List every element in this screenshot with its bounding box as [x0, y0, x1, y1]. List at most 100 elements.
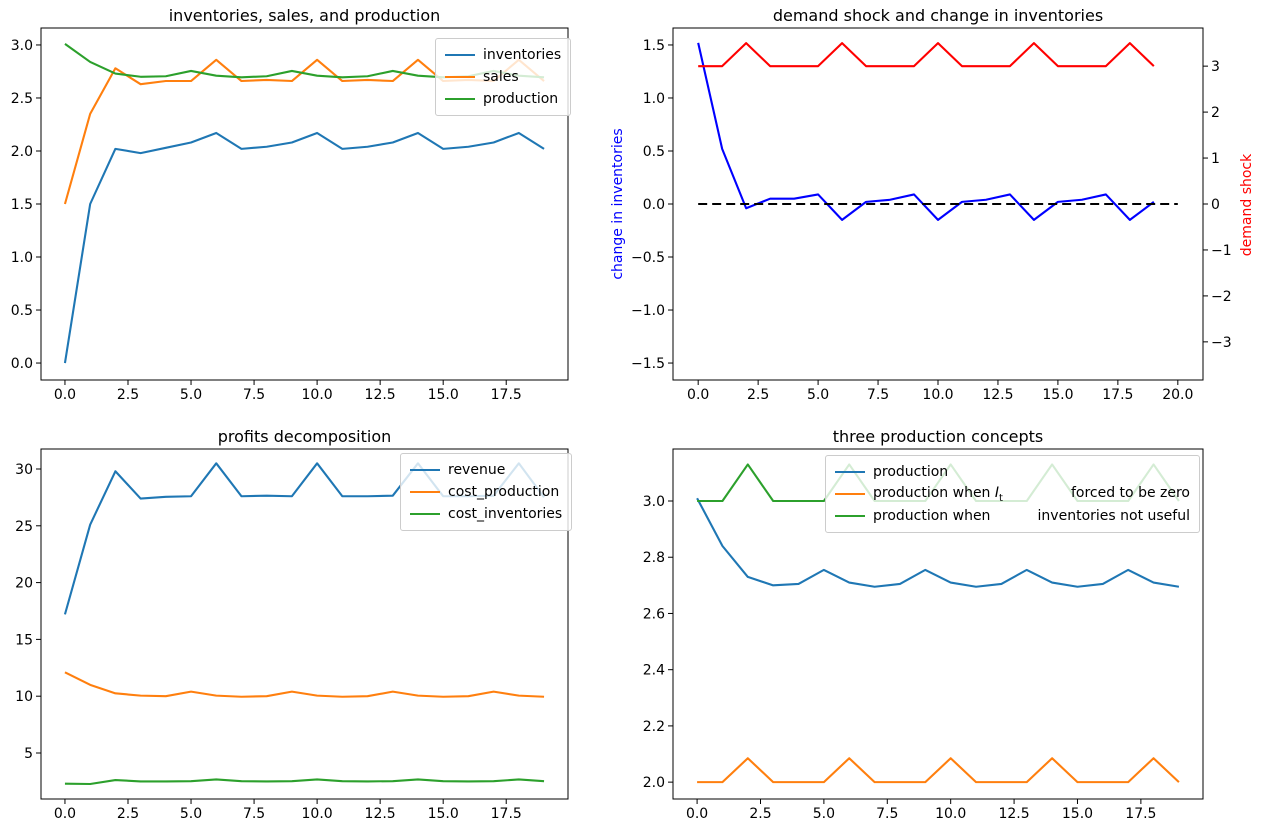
- legend-key-line: [445, 75, 475, 79]
- x-tick-label: 10.0: [302, 806, 333, 822]
- legend-label: revenue: [448, 462, 506, 478]
- legend-entry-production: production: [835, 462, 1190, 482]
- y-tick-label: 1.0: [11, 250, 33, 266]
- x-tick-label: 0.0: [686, 806, 708, 822]
- x-tick-label: 12.5: [998, 806, 1029, 822]
- series-group: [697, 42, 1178, 221]
- series-line-cost-inventories: [64, 778, 545, 786]
- legend-label: production when inventories not useful: [873, 508, 1190, 524]
- y-tick-label: −3: [1211, 335, 1232, 351]
- x-tick-label: 20.0: [1162, 387, 1193, 403]
- y-tick-label: 5: [24, 746, 33, 762]
- y-tick-label: 1.0: [643, 91, 665, 107]
- y-tick-label: 3.0: [643, 494, 665, 510]
- y-tick-label: 0.0: [643, 197, 665, 213]
- x-tick-label: 15.0: [428, 806, 459, 822]
- legend-entry-cost-production: cost_production: [410, 482, 562, 502]
- legend-label: production: [483, 91, 559, 107]
- x-tick-label: 7.5: [243, 806, 265, 822]
- y-tick-label: −1.0: [632, 303, 665, 319]
- y-tick-label: 0: [1211, 197, 1220, 213]
- legend-entry-cost-inventories: cost_inventories: [410, 504, 562, 524]
- legend-entry-inventories: inventories: [445, 45, 561, 65]
- y-tick-label: 2.0: [643, 775, 665, 791]
- y-tick-label: 3: [1211, 59, 1220, 75]
- series-line-production-when-i-t-forced-to-be-zero: [697, 757, 1180, 784]
- x-tick-label: 17.5: [491, 806, 522, 822]
- y-tick-label: 10: [15, 689, 33, 705]
- x-axis-ticks: 0.0 2.5 5.0 7.5 10.0 12.5 15.0 17.5: [54, 380, 522, 403]
- plot-title: inventories, sales, and production: [168, 6, 441, 25]
- x-tick-label: 10.0: [922, 387, 953, 403]
- axes-frame: [40, 448, 569, 800]
- x-tick-label: 2.5: [749, 806, 771, 822]
- subplot-inventories-sales-production: 0.0 2.5 5.0 7.5 10.0 12.5 15.0 17.5 0.0 0.5 1.0 1.5…: [0, 0, 632, 417]
- legend-label: production when It forced to be zero: [873, 484, 1190, 504]
- y-axis-label-demand-shock: demand shock: [1239, 153, 1255, 257]
- x-tick-label: 12.5: [982, 387, 1013, 403]
- legend: inventories sales production: [435, 38, 572, 116]
- x-tick-label: 15.0: [1062, 806, 1093, 822]
- y-axis-ticks-left: 5 10 15 20 25 30: [15, 462, 41, 762]
- y-tick-label: −1: [1211, 243, 1232, 259]
- series-line-cost-production: [64, 671, 545, 698]
- x-tick-label: 2.5: [117, 806, 139, 822]
- legend-key-line: [835, 470, 865, 474]
- x-tick-label: 7.5: [867, 387, 889, 403]
- legend-entry-production: production: [445, 89, 561, 109]
- y-tick-label: −0.5: [632, 250, 665, 266]
- subplot-profits-decomposition: 0.0 2.5 5.0 7.5 10.0 12.5 15.0 17.5 5 10 15 20 25 30 …: [0, 417, 632, 834]
- legend-key-line: [835, 492, 865, 496]
- y-tick-label: 2.4: [643, 663, 665, 679]
- y-tick-label: 25: [15, 519, 33, 535]
- y-tick-label: 2.0: [11, 144, 33, 160]
- x-axis-ticks: 0.0 2.5 5.0 7.5 10.0 12.5 15.0 17.5: [686, 799, 1156, 822]
- series-line-production: [696, 497, 1180, 588]
- legend-key-line: [445, 53, 475, 57]
- x-tick-label: 17.5: [1125, 806, 1156, 822]
- x-tick-label: 15.0: [428, 387, 459, 403]
- plot-title: profits decomposition: [217, 427, 392, 446]
- y-tick-label: 0.0: [11, 356, 33, 372]
- x-tick-label: 5.0: [180, 387, 202, 403]
- legend-label: cost_production: [448, 484, 560, 500]
- legend-entry-revenue: revenue: [410, 460, 562, 480]
- x-tick-label: 5.0: [807, 387, 829, 403]
- legend-key-line: [410, 490, 440, 494]
- x-tick-label: 12.5: [365, 387, 396, 403]
- plot-svg-three-production-concepts: 0.0 2.5 5.0 7.5 10.0 12.5 15.0 17.5 2.0 2.2 2.4 2.6…: [643, 448, 1204, 822]
- legend-label: production: [873, 464, 949, 480]
- x-tick-label: 2.5: [117, 387, 139, 403]
- legend-entry-sales: sales: [445, 67, 561, 87]
- y-axis-ticks-left: 0.0 0.5 1.0 1.5 2.0 2.5 3.0: [11, 38, 41, 372]
- legend-label: sales: [483, 69, 519, 85]
- y-tick-label: 1.5: [643, 38, 665, 54]
- x-tick-label: 0.0: [54, 387, 76, 403]
- y-tick-label: −1.5: [632, 356, 665, 372]
- y-axis-ticks-right: −3 −2 −1 0 1 2 3: [1203, 59, 1232, 351]
- legend-entry-production-when: production when It forced to be zero: [835, 484, 1190, 504]
- x-tick-label: 17.5: [1102, 387, 1133, 403]
- x-tick-label: 5.0: [813, 806, 835, 822]
- y-tick-label: 0.5: [643, 144, 665, 160]
- plot-title: demand shock and change in inventories: [772, 6, 1104, 25]
- y-tick-label: 2.5: [11, 91, 33, 107]
- legend-key-line: [410, 512, 440, 516]
- y-tick-label: 2.6: [643, 606, 665, 622]
- x-axis-ticks: 0.0 2.5 5.0 7.5 10.0 12.5 15.0 17.5 20.0: [687, 380, 1193, 403]
- x-tick-label: 7.5: [243, 387, 265, 403]
- y-axis-ticks-left: 2.0 2.2 2.4 2.6 2.8 3.0: [643, 494, 673, 791]
- y-axis-ticks-left: −1.5 −1.0 −0.5 0.0 0.5 1.0 1.5: [632, 38, 673, 372]
- legend: revenue cost_production cost_inventories: [400, 453, 573, 531]
- legend-key-line: [445, 97, 475, 101]
- y-tick-label: 15: [15, 632, 33, 648]
- x-tick-label: 17.5: [491, 387, 522, 403]
- axes-frame: [672, 448, 1204, 800]
- plot-svg-demand-shock: 0.0 2.5 5.0 7.5 10.0 12.5 15.0 17.5 20.0−1.5−1.0…: [632, 27, 1232, 403]
- plot-title: three production concepts: [832, 427, 1044, 446]
- x-tick-label: 7.5: [876, 806, 898, 822]
- subplot-demand-shock-change-in-inventories: 0.0 2.5 5.0 7.5 10.0 12.5 15.0 17.5 20.0 −1.5 −1.0…: [632, 0, 1264, 417]
- y-tick-label: 0.5: [11, 303, 33, 319]
- x-tick-label: 15.0: [1042, 387, 1073, 403]
